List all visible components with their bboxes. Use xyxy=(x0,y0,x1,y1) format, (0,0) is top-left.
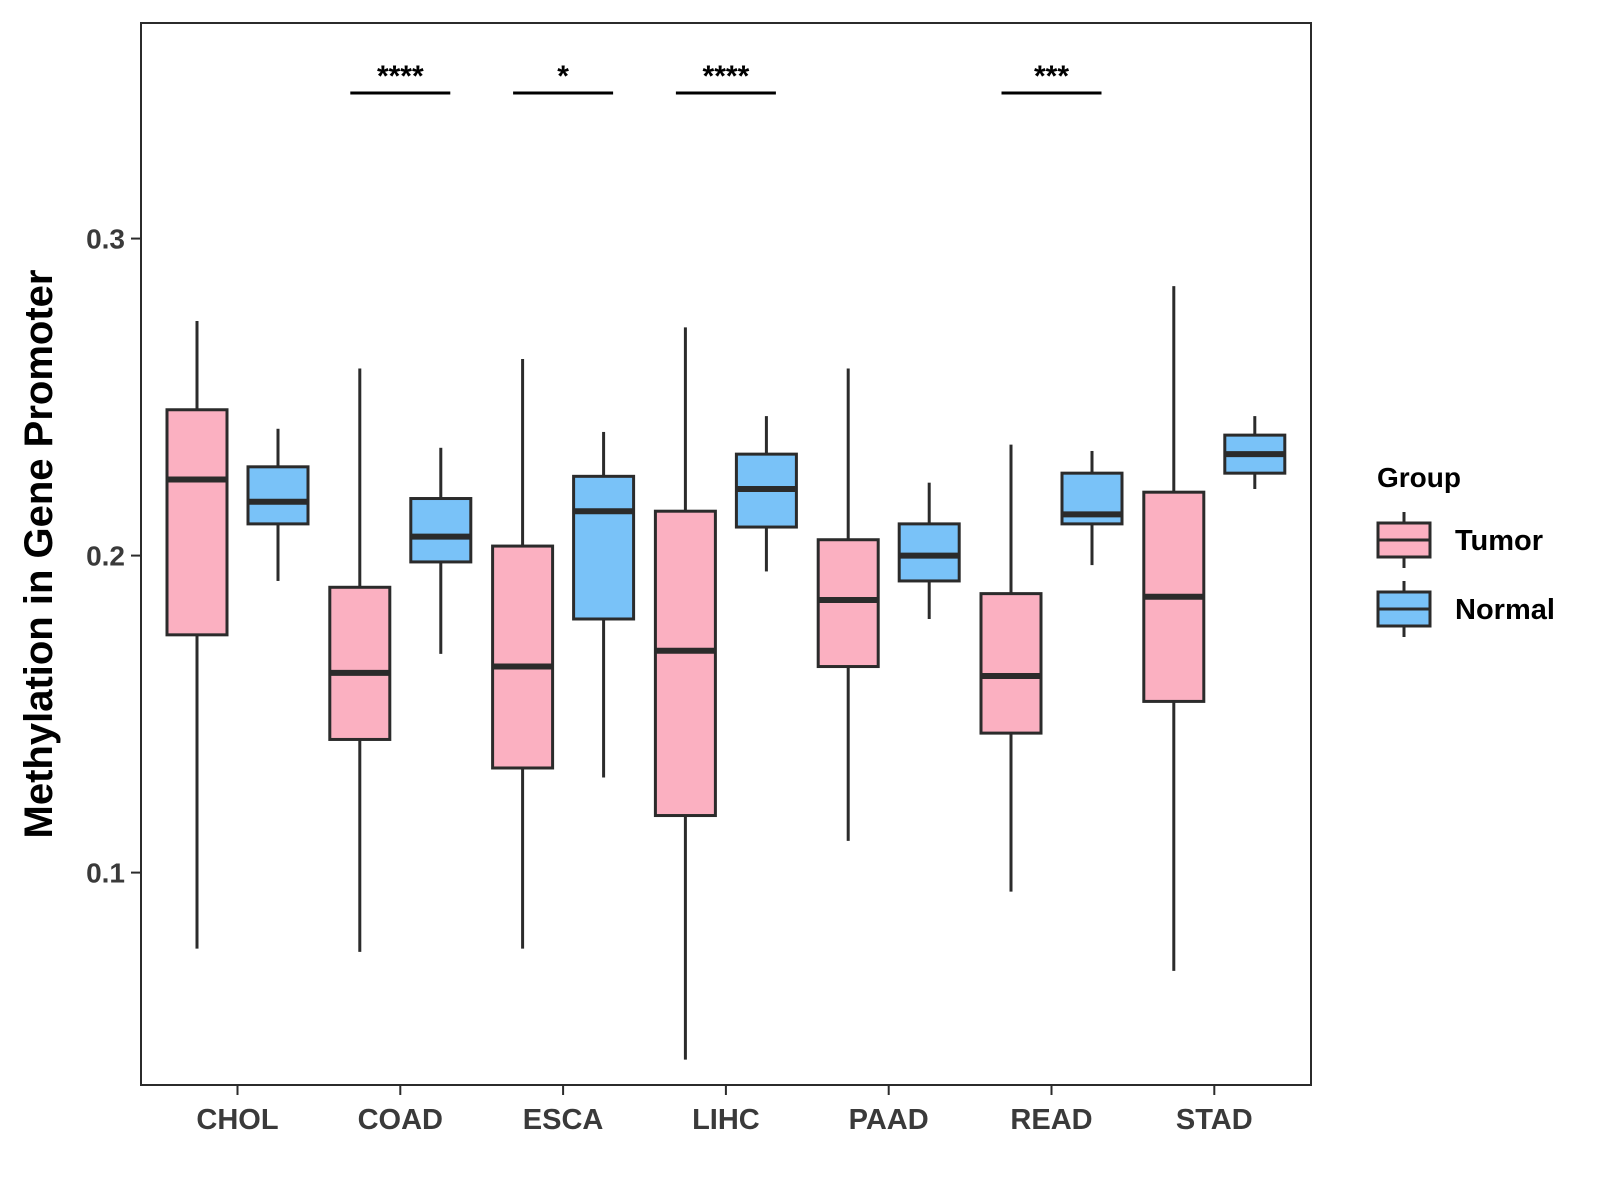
legend-label: Tumor xyxy=(1455,525,1543,557)
box-iqr xyxy=(979,592,1043,735)
box-iqr xyxy=(165,408,229,637)
y-tick-label: 0.1 xyxy=(86,858,125,889)
box-tumor-chol xyxy=(165,320,229,949)
box-normal-stad xyxy=(1223,416,1287,490)
box-iqr xyxy=(246,465,310,526)
box-iqr xyxy=(328,585,392,741)
box-tumor-esca xyxy=(491,359,555,949)
box-normal-lihc xyxy=(734,416,798,572)
box-iqr xyxy=(653,509,717,818)
x-axis: CHOL COAD ESCA LIHC PAAD READ STAD xyxy=(196,1085,1253,1136)
box-normal-esca xyxy=(572,431,636,778)
y-tick-label: 0.2 xyxy=(86,541,125,572)
x-tick-label: COAD xyxy=(358,1104,443,1136)
significance-label: *** xyxy=(1034,60,1069,93)
legend-label: Normal xyxy=(1455,594,1555,626)
box-tumor-read xyxy=(979,444,1043,892)
box-tumor-stad xyxy=(1142,286,1206,971)
significance-label: * xyxy=(557,60,569,93)
legend: Group Tumor Normal xyxy=(1376,462,1555,637)
y-axis-title: Methylation in Gene Promoter xyxy=(17,270,61,839)
x-tick-label: ESCA xyxy=(523,1104,604,1136)
box-tumor-lihc xyxy=(653,327,717,1060)
box-tumor-paad xyxy=(816,368,880,841)
box-normal-chol xyxy=(246,428,310,581)
legend-entries: Tumor Normal xyxy=(1376,512,1555,637)
x-tick-label: LIHC xyxy=(692,1104,760,1136)
significance-label: **** xyxy=(377,60,424,93)
box-normal-paad xyxy=(897,482,961,619)
significance-label: **** xyxy=(703,60,750,93)
box-iqr xyxy=(572,474,636,621)
box-iqr xyxy=(491,544,555,770)
x-tick-label: PAAD xyxy=(849,1104,929,1136)
x-tick-label: STAD xyxy=(1176,1104,1253,1136)
box-normal-read xyxy=(1060,450,1124,566)
box-layer xyxy=(165,286,1287,1060)
x-tick-label: READ xyxy=(1010,1104,1092,1136)
box-iqr xyxy=(816,538,880,669)
legend-entry-normal: Normal xyxy=(1376,581,1555,637)
x-tick-label: CHOL xyxy=(196,1104,278,1136)
box-tumor-coad xyxy=(328,368,392,952)
significance-annotations: **** * **** *** xyxy=(350,60,1102,95)
y-tick-label: 0.3 xyxy=(86,224,125,255)
box-iqr xyxy=(897,522,961,583)
y-axis: 0.1 0.2 0.3 xyxy=(86,224,141,889)
plot-panel xyxy=(140,22,1312,1086)
box-iqr xyxy=(409,497,473,564)
box-normal-coad xyxy=(409,447,473,654)
legend-title: Group xyxy=(1377,462,1461,493)
legend-entry-tumor: Tumor xyxy=(1376,512,1543,568)
